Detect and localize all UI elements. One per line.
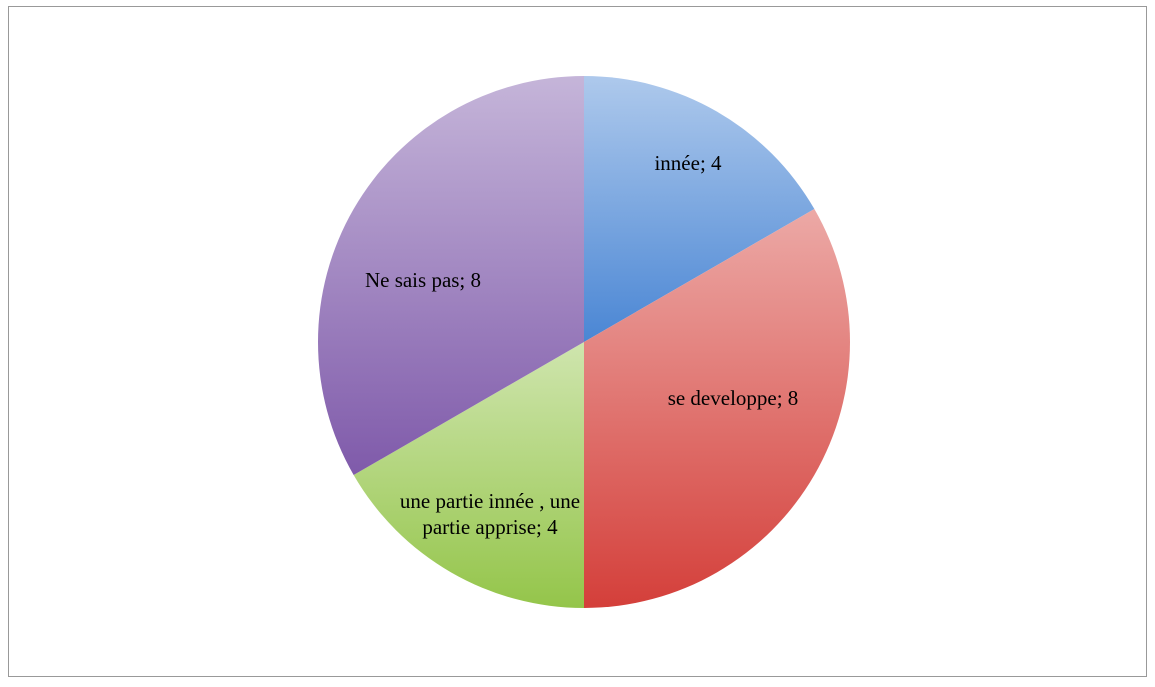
data-label: innée; 4 <box>654 151 722 175</box>
data-label-box: se developpe; 8 <box>667 386 799 410</box>
pie-slice <box>317 76 584 475</box>
data-label: une partie innée , une partie apprise; 4 <box>399 489 581 539</box>
data-label-box: Ne sais pas; 8 <box>364 268 482 292</box>
data-label: Ne sais pas; 8 <box>364 268 482 292</box>
pie-slice <box>584 76 815 342</box>
data-label: se developpe; 8 <box>667 386 799 410</box>
data-label-box: innée; 4 <box>654 151 722 175</box>
pie-slice <box>353 342 584 608</box>
pie-slice <box>584 209 850 608</box>
data-label-box: une partie innée , une partie apprise; 4 <box>399 489 581 539</box>
